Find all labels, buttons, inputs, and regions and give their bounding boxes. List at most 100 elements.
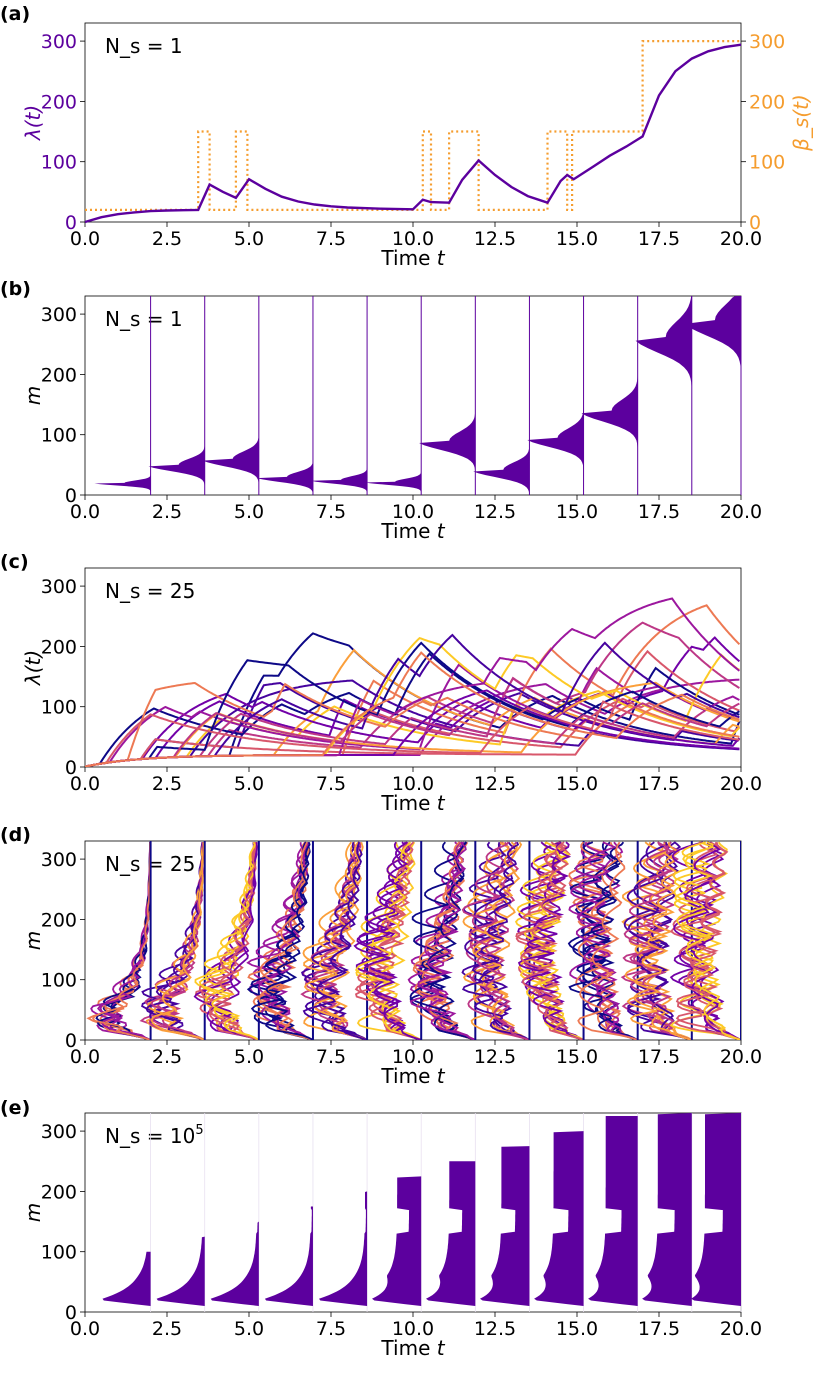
snapshot-distribution xyxy=(534,1131,584,1306)
lambda-trajectory xyxy=(85,700,740,767)
panel-label: (b) xyxy=(0,278,31,300)
panel-label: (c) xyxy=(0,551,29,573)
snapshot-curve xyxy=(520,841,584,1040)
snapshot-distribution xyxy=(684,296,741,373)
snapshot-curve xyxy=(462,841,530,1040)
y-right-tick-label: 300 xyxy=(749,31,785,53)
y-right-tick-label: 0 xyxy=(749,212,761,234)
y-tick-label: 300 xyxy=(41,576,77,598)
snapshot-distribution xyxy=(148,443,205,486)
y-right-axis-label: β_s(t) xyxy=(789,94,813,152)
x-tick-label: 20.0 xyxy=(720,228,762,250)
snapshot-distribution xyxy=(527,406,584,470)
panel-annotation: N_s = 105 xyxy=(105,1123,204,1148)
y-tick-label: 0 xyxy=(65,485,77,507)
x-tick-label: 2.5 xyxy=(152,1318,182,1340)
x-tick-label: 5.0 xyxy=(234,1046,264,1068)
snapshot-curve xyxy=(568,841,639,1040)
snapshot-curve xyxy=(673,841,741,1040)
snapshot-distribution xyxy=(365,471,422,493)
x-axis-label: Time t xyxy=(380,1064,445,1088)
x-tick-label: 20.0 xyxy=(720,501,762,523)
lambda-trajectory xyxy=(85,679,740,767)
snapshot-curve xyxy=(515,841,584,1040)
x-axis-label: Time t xyxy=(380,791,445,815)
snapshot-curve xyxy=(258,841,314,1040)
panel-label: (a) xyxy=(0,3,30,25)
x-tick-label: 20.0 xyxy=(720,1318,762,1340)
y-tick-label: 0 xyxy=(65,212,77,234)
x-tick-label: 12.5 xyxy=(474,1318,516,1340)
snapshot-curve xyxy=(302,841,368,1040)
snapshot-distribution xyxy=(310,467,368,493)
snapshot-curve xyxy=(461,841,530,1040)
y-tick-label: 300 xyxy=(41,849,77,871)
y-tick-label: 200 xyxy=(41,1181,77,1203)
y-tick-label: 300 xyxy=(41,31,77,53)
snapshot-distribution xyxy=(426,1161,476,1306)
panel-label: (e) xyxy=(0,1097,30,1119)
panel-label: (d) xyxy=(0,824,31,846)
snapshot-distribution xyxy=(156,1236,205,1306)
snapshot-distribution xyxy=(419,409,476,473)
snapshot-curve xyxy=(461,841,530,1040)
x-tick-label: 15.0 xyxy=(556,228,598,250)
y-tick-label: 100 xyxy=(41,697,77,719)
snapshot-distribution xyxy=(319,1191,368,1306)
panel-d: 0.0 2.5 5.0 7.5 10.0 12.5 15.0 17.5 20.0 0 100 200 3… xyxy=(0,824,762,1088)
snapshot-curve xyxy=(626,842,693,1040)
x-axis-label: Time t xyxy=(380,519,445,543)
snapshot-curve xyxy=(302,841,368,1040)
snapshot-distribution xyxy=(102,1251,151,1306)
x-tick-label: 0.0 xyxy=(70,501,100,523)
x-tick-label: 20.0 xyxy=(720,1046,762,1068)
x-tick-label: 0.0 xyxy=(70,228,100,250)
snapshot-distribution xyxy=(202,433,259,485)
x-tick-label: 0.0 xyxy=(70,1318,100,1340)
snapshot-curve xyxy=(414,841,476,1040)
x-tick-label: 7.5 xyxy=(316,1318,346,1340)
lambda-series-line xyxy=(84,43,742,224)
x-tick-label: 12.5 xyxy=(474,228,516,250)
snapshot-curve xyxy=(150,842,206,1040)
x-tick-label: 15.0 xyxy=(556,773,598,795)
y-axis-label: m xyxy=(21,386,45,405)
x-tick-label: 7.5 xyxy=(316,773,346,795)
snapshot-curve xyxy=(304,842,368,1040)
snapshot-curve xyxy=(355,841,422,1040)
snapshot-curve xyxy=(407,841,476,1040)
snapshot-curve xyxy=(517,841,584,1040)
snapshot-curve xyxy=(410,841,476,1040)
y-axis-label: λ(t) xyxy=(21,650,45,686)
x-tick-label: 10.0 xyxy=(392,1046,434,1068)
y-axis-label: m xyxy=(21,1203,45,1222)
x-tick-label: 0.0 xyxy=(70,1046,100,1068)
y-tick-label: 200 xyxy=(41,909,77,931)
y-axis-label: m xyxy=(21,931,45,950)
snapshot-curve xyxy=(673,841,741,1040)
y-tick-label: 300 xyxy=(41,304,77,326)
x-tick-label: 2.5 xyxy=(152,773,182,795)
x-tick-label: 15.0 xyxy=(556,501,598,523)
snapshot-curve xyxy=(357,841,422,1040)
snapshot-curve xyxy=(198,841,260,1040)
x-tick-label: 12.5 xyxy=(474,501,516,523)
panel-annotation: N_s = 1 xyxy=(105,307,183,331)
x-tick-label: 2.5 xyxy=(152,1046,182,1068)
x-tick-label: 7.5 xyxy=(316,228,346,250)
lambda-trajectory xyxy=(85,652,740,767)
beta-series-line xyxy=(85,39,741,211)
panel-e: 0.0 2.5 5.0 7.5 10.0 12.5 15.0 17.5 20.0 0 100 200 3… xyxy=(0,1097,762,1360)
snapshot-curve xyxy=(518,841,585,1040)
snapshot-distribution xyxy=(473,444,530,495)
snapshot-distribution xyxy=(372,1176,422,1306)
series-group xyxy=(85,597,741,767)
x-tick-label: 5.0 xyxy=(234,1318,264,1340)
x-tick-label: 17.5 xyxy=(638,228,680,250)
panel-annotation: N_s = 1 xyxy=(105,34,183,58)
x-tick-label: 12.5 xyxy=(474,1046,516,1068)
snapshot-curve xyxy=(246,842,314,1040)
axes-frame xyxy=(84,22,742,223)
x-tick-label: 17.5 xyxy=(638,501,680,523)
